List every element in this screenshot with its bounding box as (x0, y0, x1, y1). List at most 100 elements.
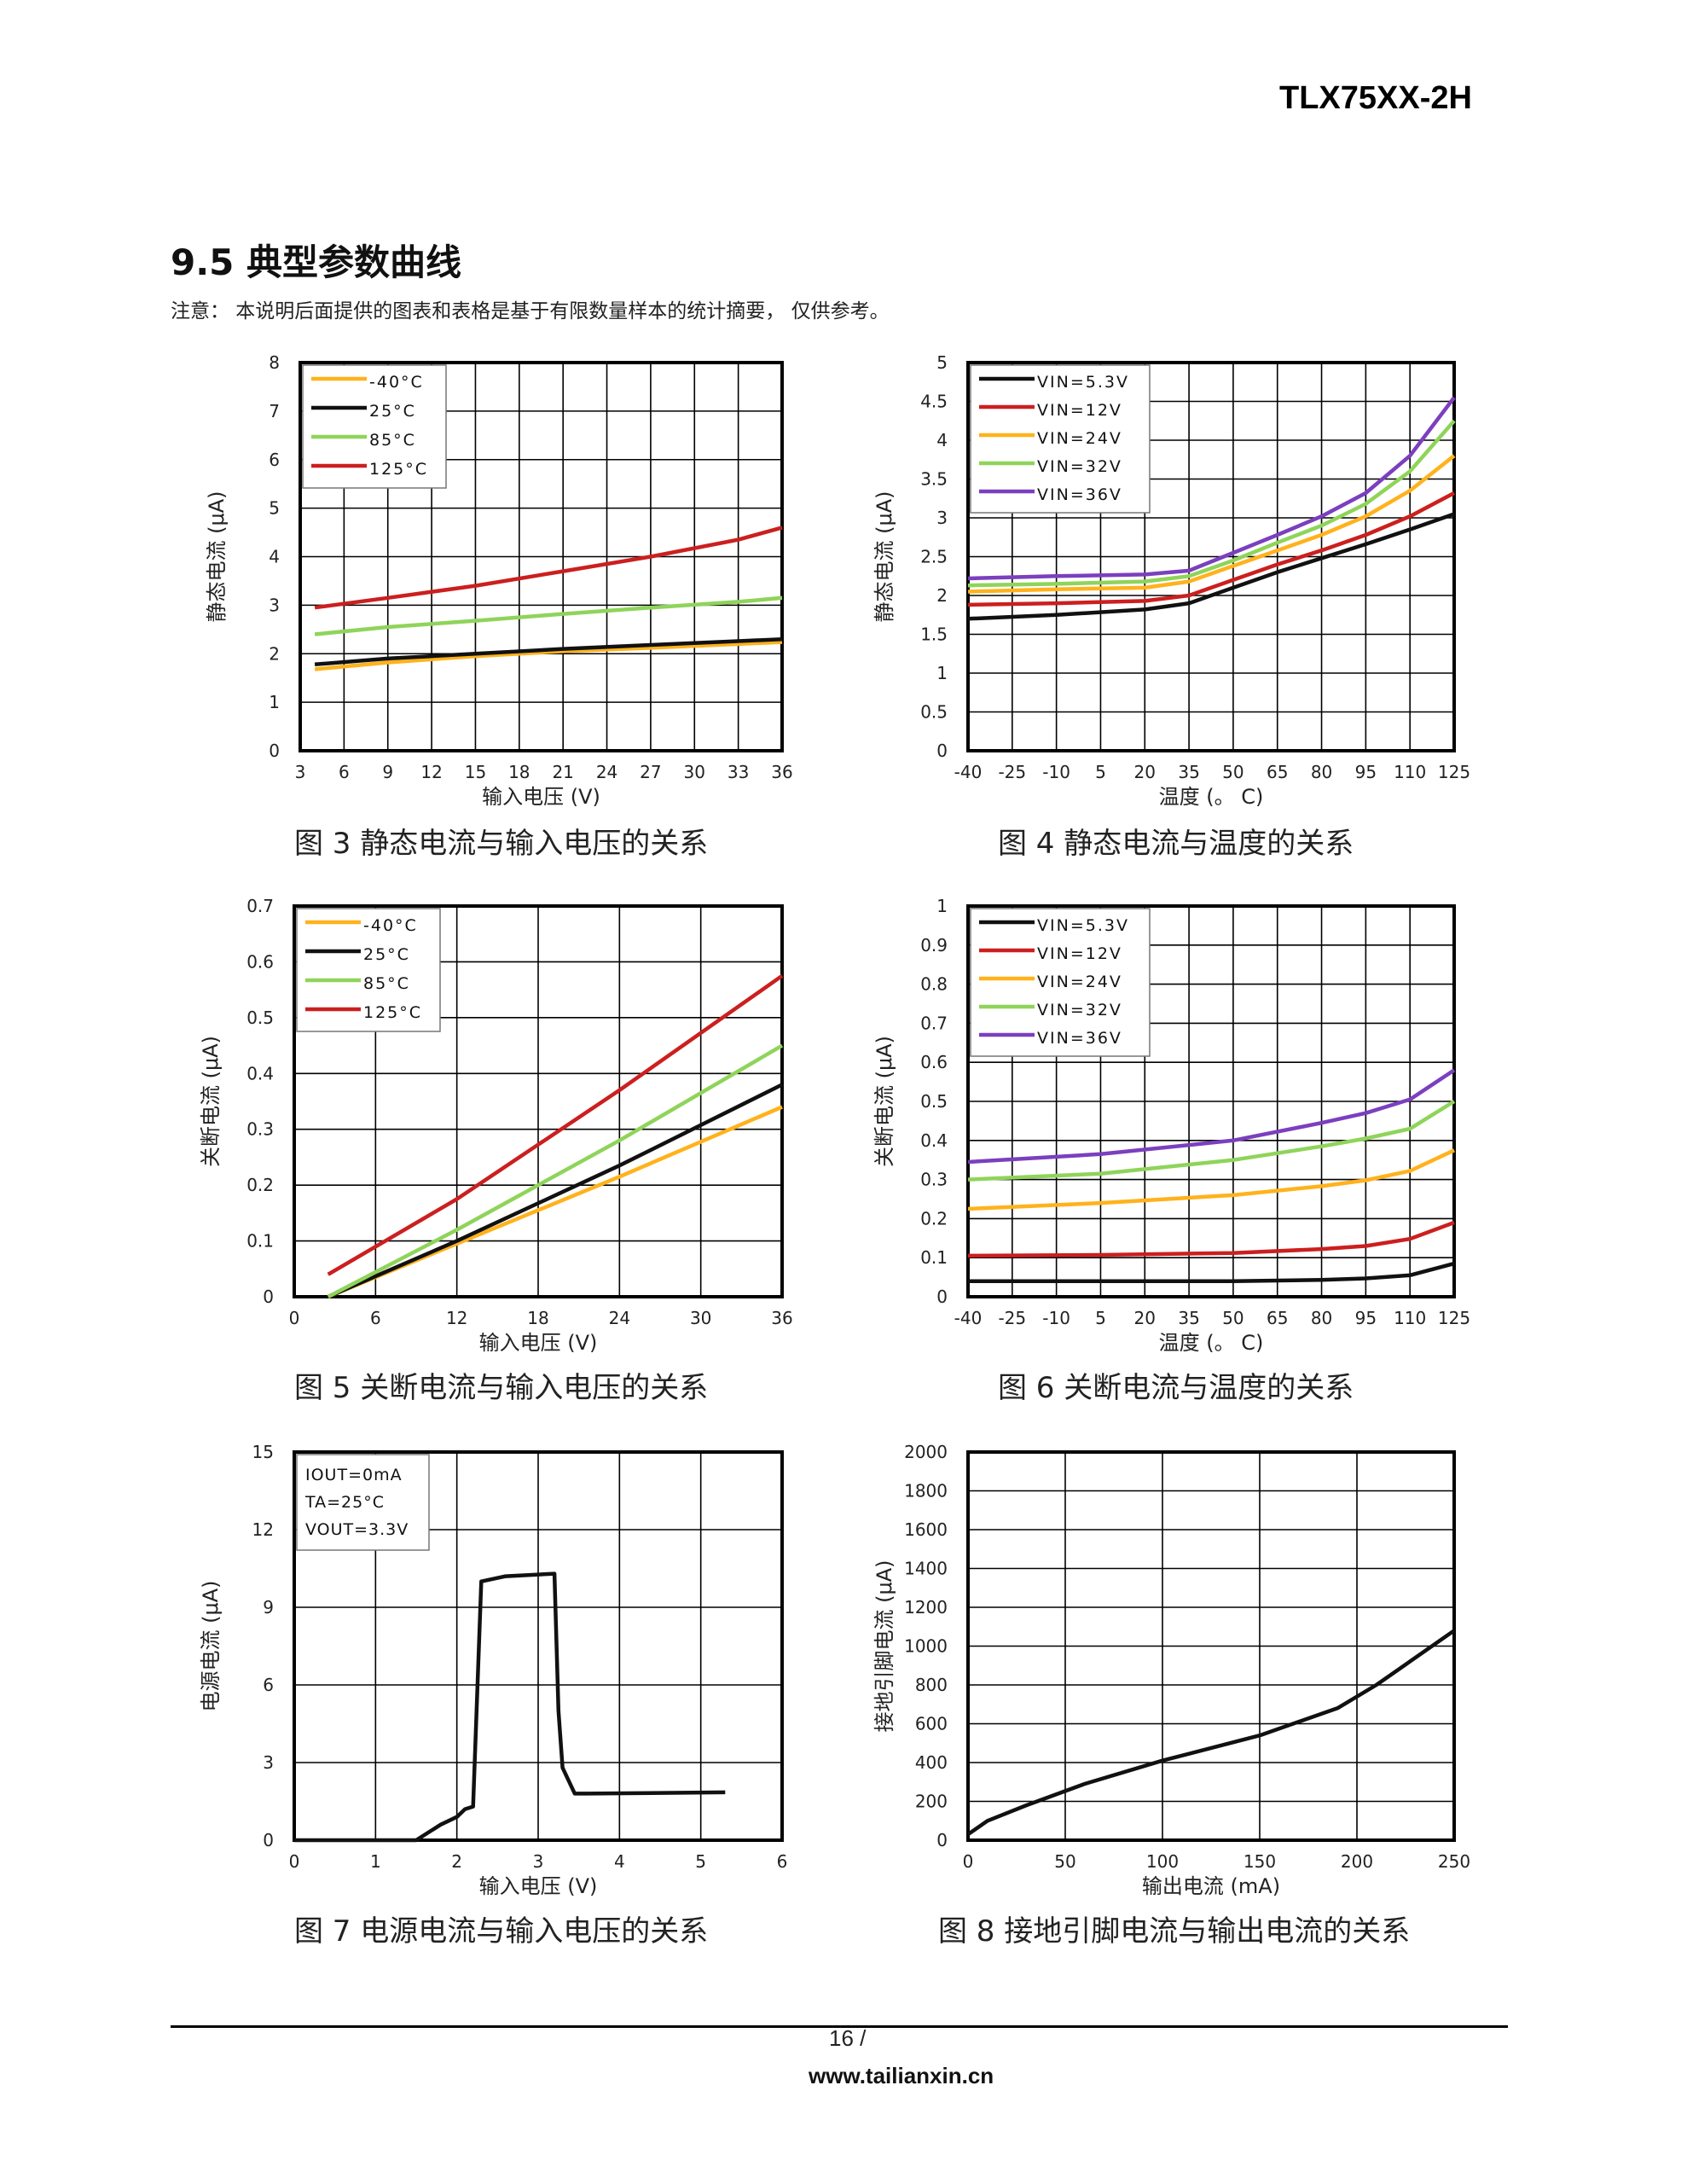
x-tick-label: 6 (339, 762, 350, 782)
y-tick-label: 0.1 (246, 1231, 274, 1252)
y-tick-label: 0.8 (920, 974, 948, 995)
legend-label: VIN=5.3V (1037, 916, 1129, 935)
legend-label: TA=25°C (304, 1493, 385, 1512)
x-tick-label: 0 (289, 1851, 300, 1872)
y-tick-label: 0.5 (920, 702, 948, 723)
legend-label: VIN=32V (1037, 457, 1122, 476)
y-tick-label: 3 (269, 595, 280, 615)
x-tick-label: 3 (533, 1851, 544, 1872)
x-tick-label: 20 (1134, 1308, 1156, 1328)
y-tick-label: 0.2 (246, 1175, 274, 1195)
x-tick-label: 110 (1394, 1308, 1426, 1328)
y-tick-label: 0.2 (920, 1208, 948, 1228)
y-tick-label: 0.9 (920, 935, 948, 956)
y-tick-label: 2.5 (920, 547, 948, 567)
y-tick-label: 7 (269, 401, 280, 421)
y-tick-label: 1200 (904, 1597, 948, 1618)
x-tick-label: 12 (446, 1308, 467, 1328)
x-tick-label: 35 (1178, 1308, 1199, 1328)
series-line (327, 1043, 784, 1298)
x-tick-label: 5 (1095, 762, 1106, 782)
x-tick-label: 125 (1438, 762, 1470, 782)
x-tick-label: -40 (954, 1308, 983, 1328)
y-tick-label: 0.5 (246, 1008, 274, 1028)
x-tick-label: 36 (771, 762, 792, 782)
figure-caption: 图 8 接地引脚电流与输出电流的关系 (938, 1914, 1410, 1949)
y-tick-label: 1600 (904, 1519, 948, 1540)
chart-7: 0 1 2 3 4 5 603691215IOUT=0mATA=25°CVOUT=3.3V输… (199, 1442, 787, 1949)
y-tick-label: 8 (269, 352, 280, 373)
document-header-title: TLX75XX-2H (1279, 80, 1472, 116)
y-tick-label: 0 (263, 1287, 274, 1307)
legend-label: VOUT=3.3V (305, 1520, 409, 1539)
x-axis-label: 输入电压 (V) (482, 785, 600, 809)
x-tick-label: 125 (1438, 1308, 1470, 1328)
y-tick-label: 5 (936, 352, 948, 373)
x-tick-label: 5 (1095, 1308, 1106, 1328)
y-tick-label: 0.7 (920, 1013, 948, 1033)
x-tick-label: 50 (1054, 1851, 1075, 1872)
legend-label: 85°C (369, 431, 416, 450)
x-axis-label: 输出电流 (mA) (1142, 1874, 1280, 1898)
x-tick-label: 18 (527, 1308, 548, 1328)
plot-frame (966, 1450, 1456, 1842)
chart-8: 0 50 100 150 200 250 0 200 400 600 800 1000 1200 1400… (872, 1442, 1470, 1949)
series-line (314, 526, 783, 610)
legend-label: IOUT=0mA (305, 1466, 403, 1484)
y-tick-label: 2 (936, 585, 948, 606)
series-line (967, 396, 1456, 581)
series-line (967, 454, 1456, 594)
y-axis-label: 电源电流 (μA) (199, 1580, 223, 1711)
series-line (967, 491, 1456, 607)
figure-caption: 图 3 静态电流与输入电压的关系 (294, 827, 708, 861)
y-tick-label: 0.7 (246, 896, 274, 916)
y-tick-label: 1 (936, 663, 948, 683)
x-tick-label: 150 (1244, 1851, 1276, 1872)
y-tick-label: 600 (915, 1714, 948, 1734)
series-line (967, 512, 1455, 621)
x-tick-label: 15 (465, 762, 486, 782)
series-line (327, 1083, 784, 1299)
legend-label: VIN=36V (1037, 1029, 1122, 1048)
legend-label: VIN=12V (1037, 401, 1122, 420)
y-tick-label: 0 (269, 741, 280, 761)
y-tick-label: 3 (936, 508, 948, 528)
x-axis-label: 温度 (。 C) (1159, 1331, 1264, 1355)
legend-label: VIN=24V (1037, 429, 1122, 448)
x-tick-label: 65 (1267, 1308, 1288, 1328)
x-tick-label: -40 (954, 762, 983, 782)
y-tick-label: 0.4 (920, 1130, 948, 1151)
plot-frame (293, 904, 784, 1298)
y-tick-label: 1800 (904, 1481, 948, 1502)
x-tick-label: 200 (1341, 1851, 1373, 1872)
x-tick-label: 50 (1222, 1308, 1244, 1328)
section-note: 注意： 本说明后面提供的图表和表格是基于有限数量样本的统计摘要， 仅供参考。 (171, 300, 890, 322)
x-tick-label: -25 (998, 1308, 1026, 1328)
y-tick-label: 0.1 (920, 1247, 948, 1268)
y-tick-label: 6 (263, 1675, 274, 1695)
legend-label: 125°C (363, 1003, 422, 1022)
page-number: 16 / (829, 2025, 867, 2051)
x-tick-label: 50 (1222, 762, 1244, 782)
series-line (967, 1068, 1456, 1165)
plot-frame (293, 1450, 784, 1842)
x-tick-label: 35 (1178, 762, 1199, 782)
y-tick-label: 0.6 (246, 951, 274, 972)
y-tick-label: 800 (915, 1675, 948, 1695)
y-tick-label: 0.3 (920, 1170, 948, 1190)
x-tick-label: 1 (370, 1851, 381, 1872)
x-tick-label: 250 (1438, 1851, 1470, 1872)
x-axis-label: 温度 (。 C) (1159, 785, 1264, 809)
legend-label: 25°C (363, 945, 410, 964)
y-axis-label: 关断电流 (μA) (199, 1036, 223, 1167)
y-tick-label: 2000 (904, 1442, 948, 1462)
x-tick-label: 0 (963, 1851, 974, 1872)
x-tick-label: 5 (695, 1851, 706, 1872)
plot-frame (966, 361, 1456, 752)
y-axis-label: 接地引脚电流 (μA) (872, 1560, 896, 1732)
legend-label: VIN=32V (1037, 1001, 1122, 1019)
series-line (314, 640, 783, 671)
y-tick-label: 200 (915, 1792, 948, 1812)
y-tick-label: 0 (263, 1830, 274, 1850)
